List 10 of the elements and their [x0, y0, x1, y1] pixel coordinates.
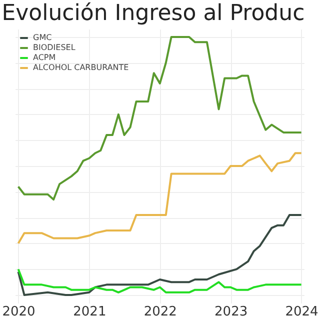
x-tick-label: 2020 — [2, 304, 36, 320]
legend-label: ACPM — [33, 53, 56, 62]
legend-label: GMC — [33, 33, 52, 42]
chart-title: Evolución Ingreso al Produc — [2, 1, 305, 26]
legend-label: ALCOHOL CARBURANTE — [33, 63, 129, 72]
x-tick-label: 2021 — [73, 304, 106, 320]
x-tick-label: 2022 — [144, 304, 177, 320]
legend-label: BIODIESEL — [33, 43, 76, 52]
x-tick-label: 2024 — [285, 304, 318, 320]
x-tick-label: 2023 — [214, 304, 248, 320]
